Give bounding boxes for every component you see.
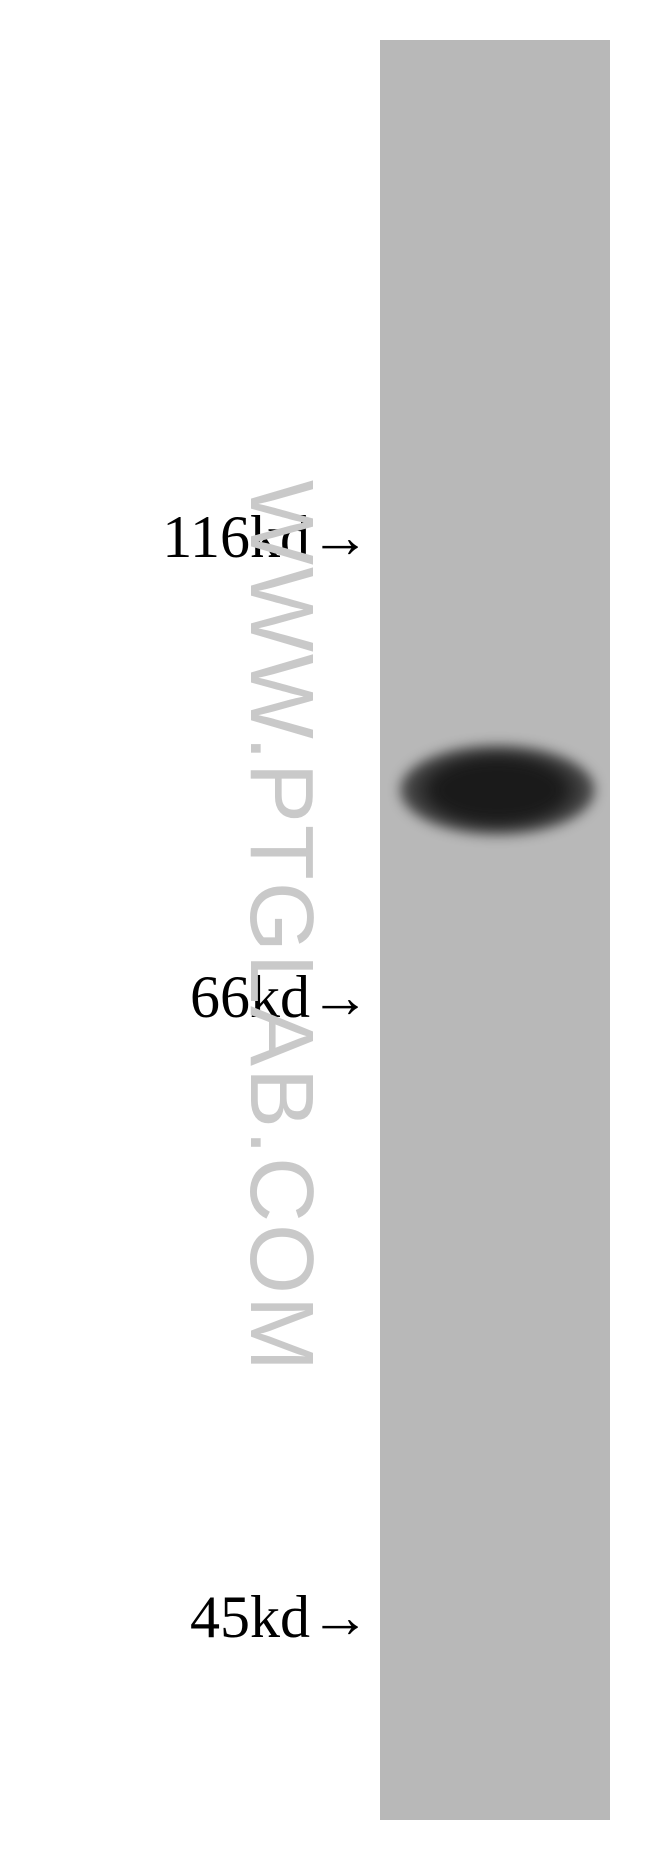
marker-66kd: 66kd→ xyxy=(190,967,370,1027)
marker-116kd: 116kd→ xyxy=(162,507,370,567)
arrow-icon: → xyxy=(310,1587,370,1647)
arrow-icon: → xyxy=(310,507,370,567)
gel-lane xyxy=(380,40,610,1820)
watermark-text: WWW.PTGLAB.COM xyxy=(229,480,332,1373)
protein-band xyxy=(400,745,595,835)
arrow-icon: → xyxy=(310,967,370,1027)
marker-label-text: 45kd xyxy=(190,1584,310,1650)
marker-label-text: 116kd xyxy=(162,504,310,570)
marker-label-text: 66kd xyxy=(190,964,310,1030)
marker-45kd: 45kd→ xyxy=(190,1587,370,1647)
blot-figure: 116kd→ 66kd→ 45kd→ WWW.PTGLAB.COM xyxy=(0,0,650,1855)
